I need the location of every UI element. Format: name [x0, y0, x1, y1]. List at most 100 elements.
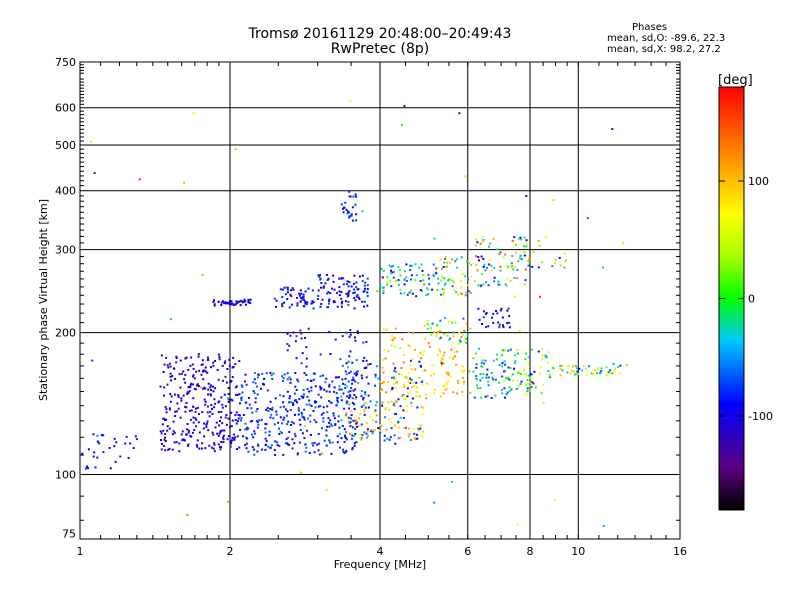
data-point	[241, 391, 244, 394]
data-point	[231, 376, 234, 378]
data-point	[492, 378, 495, 381]
data-point	[340, 419, 343, 422]
data-point	[468, 261, 471, 264]
data-point	[526, 379, 529, 382]
data-point	[345, 415, 347, 418]
data-point	[355, 195, 357, 198]
data-point	[530, 348, 533, 351]
data-point	[455, 291, 458, 294]
data-point	[266, 407, 269, 409]
data-point	[323, 439, 326, 442]
data-point	[253, 378, 256, 381]
data-point	[212, 447, 215, 450]
data-point	[300, 411, 303, 414]
data-point	[584, 367, 587, 370]
data-point	[409, 390, 412, 393]
data-point	[572, 370, 575, 373]
data-point	[194, 410, 197, 413]
data-point	[452, 341, 455, 344]
data-point	[278, 445, 281, 447]
data-point	[343, 428, 346, 431]
data-point	[353, 403, 356, 406]
data-point	[419, 364, 422, 367]
data-point	[236, 435, 239, 438]
data-point	[160, 439, 162, 441]
data-point	[436, 289, 439, 291]
data-point	[328, 302, 330, 305]
data-point	[338, 286, 341, 289]
data-point	[334, 423, 337, 426]
data-point	[465, 322, 468, 325]
data-point	[256, 421, 259, 424]
data-point	[475, 255, 478, 258]
data-point	[173, 441, 176, 444]
data-point	[478, 347, 480, 350]
data-point	[354, 420, 357, 423]
data-point	[290, 289, 293, 292]
data-point	[459, 340, 462, 343]
data-point	[443, 351, 446, 354]
data-point	[242, 435, 244, 438]
data-point	[520, 254, 522, 257]
data-point	[382, 401, 385, 404]
data-point	[517, 371, 520, 374]
data-point	[495, 353, 498, 356]
data-point	[192, 374, 195, 377]
data-point	[291, 287, 294, 290]
data-point	[551, 265, 554, 268]
data-point	[411, 292, 414, 295]
data-point	[527, 374, 530, 377]
data-point	[317, 298, 319, 300]
data-point	[222, 434, 225, 437]
data-point	[200, 386, 202, 389]
data-point	[177, 407, 180, 410]
data-point	[218, 424, 221, 427]
data-point	[270, 444, 273, 447]
data-point	[311, 442, 314, 445]
data-point	[515, 251, 517, 254]
data-point	[328, 425, 331, 428]
data-point	[363, 287, 366, 290]
data-point	[405, 280, 408, 282]
data-point	[236, 394, 239, 396]
data-point	[381, 382, 384, 385]
data-point	[399, 292, 402, 295]
data-point	[421, 353, 424, 356]
data-point	[352, 195, 355, 198]
data-point	[169, 400, 172, 403]
data-point	[181, 439, 184, 442]
data-point	[350, 214, 353, 217]
data-point	[395, 377, 397, 380]
data-point	[382, 380, 385, 383]
data-point	[544, 354, 547, 357]
data-point	[505, 278, 508, 281]
data-point	[467, 278, 469, 281]
data-point	[421, 383, 424, 386]
data-point	[397, 437, 400, 440]
data-point	[184, 373, 187, 376]
data-point	[198, 431, 201, 434]
data-point	[221, 406, 224, 409]
y-tick-label: 600	[55, 102, 76, 115]
data-point	[349, 425, 352, 428]
data-point	[375, 365, 378, 368]
data-point	[379, 283, 382, 286]
data-point	[201, 359, 204, 362]
data-point	[356, 330, 359, 333]
data-point	[443, 258, 446, 260]
data-point	[279, 430, 282, 433]
data-point	[379, 424, 382, 427]
data-point	[165, 356, 168, 359]
data-point	[220, 304, 223, 306]
data-point	[322, 285, 325, 288]
data-point	[294, 413, 296, 416]
data-point	[425, 294, 428, 297]
data-point	[508, 321, 511, 324]
data-point	[119, 455, 122, 458]
data-point	[328, 298, 331, 301]
data-point	[312, 410, 315, 412]
data-point	[318, 275, 321, 278]
data-point	[388, 264, 391, 267]
data-point	[286, 343, 289, 345]
data-point	[236, 385, 238, 388]
